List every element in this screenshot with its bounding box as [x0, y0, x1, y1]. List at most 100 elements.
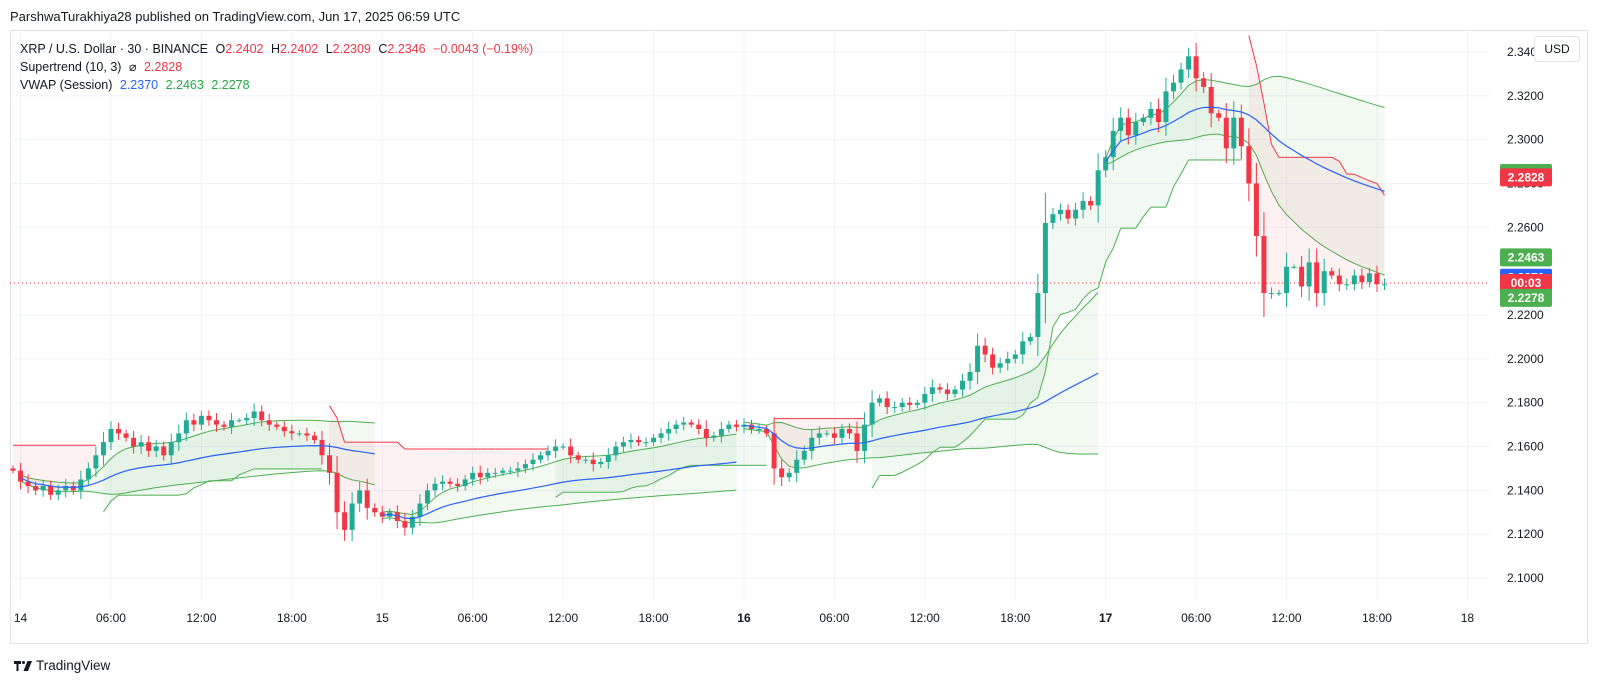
candle-body	[1208, 87, 1214, 114]
candle-body	[198, 415, 204, 425]
candle	[153, 440, 159, 458]
candle-body	[1073, 209, 1079, 219]
candle	[560, 443, 566, 450]
supertrend-fill	[502, 449, 511, 472]
candle-body	[839, 429, 845, 438]
supertrend-line	[901, 467, 910, 473]
supertrend-line	[638, 485, 647, 487]
candle-body	[658, 433, 664, 438]
supertrend-fill	[728, 425, 737, 466]
supertrend-line	[110, 494, 119, 502]
candle	[1351, 269, 1357, 291]
supertrend-fill	[254, 414, 262, 469]
supertrend-fill	[887, 402, 895, 476]
candle	[1012, 349, 1018, 364]
x-tick-label: 06:00	[458, 611, 488, 625]
candle-body	[1057, 209, 1063, 215]
y-tick-label: 2.3000	[1507, 133, 1544, 147]
vwap-bands	[20, 75, 1385, 524]
candle-body	[1050, 214, 1056, 223]
supertrend-fill	[126, 435, 134, 496]
supertrend-fill	[510, 449, 518, 471]
legend-supertrend-row[interactable]: Supertrend (10, 3) ⌀ 2.2828	[20, 58, 537, 76]
price-label-text: 2.2463	[1508, 250, 1545, 264]
candle-body	[485, 472, 491, 478]
candle	[1329, 267, 1335, 280]
candle-body	[470, 472, 476, 480]
candle-body	[877, 398, 883, 403]
supertrend-line	[231, 474, 240, 482]
candle-body	[432, 483, 438, 491]
candle-body	[1193, 56, 1199, 79]
supertrend-fill	[646, 439, 654, 486]
candle	[319, 430, 325, 465]
tradingview-brand[interactable]: TradingView	[14, 658, 110, 673]
candle	[1163, 77, 1169, 136]
candle-body	[560, 446, 566, 448]
supertrend-fill	[1105, 144, 1114, 262]
candle	[1299, 255, 1305, 298]
candle-body	[1261, 236, 1267, 294]
candle	[327, 443, 332, 485]
candle-body	[1110, 130, 1116, 158]
candle	[1042, 192, 1048, 324]
supertrend-line	[1067, 308, 1076, 313]
supertrend-line	[962, 435, 971, 443]
candle	[259, 405, 265, 427]
supertrend-line	[894, 471, 903, 476]
candle-body	[357, 490, 363, 504]
candle-body	[1148, 108, 1154, 118]
candle	[726, 420, 732, 433]
candle-body	[1223, 117, 1229, 149]
candle	[1080, 192, 1086, 219]
candle	[432, 477, 438, 497]
candle-body	[854, 433, 860, 451]
candle-body	[108, 429, 114, 443]
candle-body	[816, 433, 822, 438]
candle-body	[643, 442, 649, 444]
candle	[733, 419, 739, 432]
candle-body	[18, 470, 24, 482]
tradingview-logo-icon	[14, 660, 32, 671]
currency-button[interactable]: USD	[1534, 36, 1580, 62]
supertrend-fill	[1316, 157, 1325, 283]
candle-body	[620, 442, 626, 447]
candle-body	[342, 512, 348, 530]
supertrend-label: Supertrend (10, 3)	[20, 60, 122, 74]
candle	[643, 437, 649, 447]
supertrend-fill	[435, 449, 443, 488]
legend-symbol-row[interactable]: XRP / U.S. Dollar · 30 · BINANCE O2.2402…	[20, 40, 537, 58]
supertrend-fill	[110, 431, 119, 501]
candle-body	[598, 461, 604, 465]
candle-body	[507, 470, 513, 472]
candle	[696, 419, 702, 435]
supertrend-fill	[947, 391, 955, 448]
candle-body	[455, 483, 461, 486]
candle	[100, 431, 106, 466]
candle	[929, 379, 935, 402]
supertrend-fill	[1173, 76, 1182, 187]
candle-body	[492, 472, 498, 474]
candle-body	[990, 354, 996, 368]
supertrend-fill	[683, 423, 692, 468]
supertrend-fill	[50, 445, 59, 493]
low-label: L	[325, 42, 333, 56]
candle-body	[975, 345, 981, 372]
candle	[764, 425, 770, 438]
candle	[658, 427, 664, 444]
candle-body	[862, 424, 868, 451]
supertrend-line	[1263, 102, 1272, 145]
supertrend-fill	[615, 444, 624, 493]
supertrend-fill	[1294, 157, 1302, 277]
candle-body	[1027, 336, 1033, 342]
supertrend-fill	[487, 449, 496, 476]
candle	[1238, 104, 1244, 160]
x-tick-label: 18:00	[1000, 611, 1030, 625]
candle-body	[274, 424, 280, 427]
candle	[1193, 42, 1199, 92]
candle	[1088, 196, 1094, 210]
candle-body	[176, 433, 182, 443]
legend-vwap-row[interactable]: VWAP (Session) 2.2370 2.2463 2.2278	[20, 76, 537, 94]
